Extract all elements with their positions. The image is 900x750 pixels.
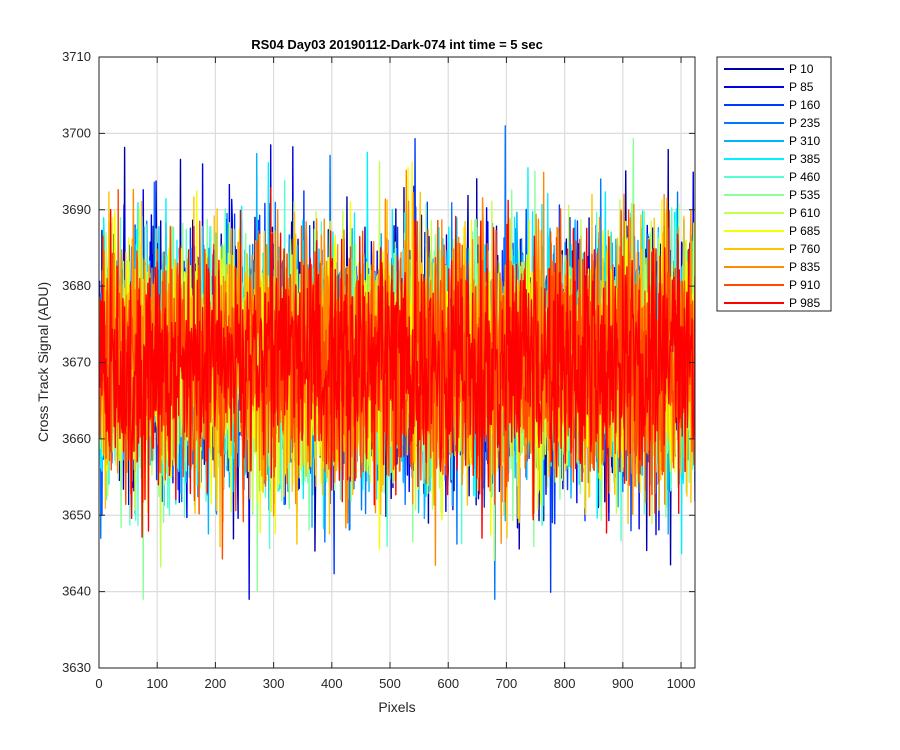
legend-label: P 535 bbox=[789, 188, 820, 202]
plot-area bbox=[99, 125, 695, 600]
x-tick-label: 1000 bbox=[667, 676, 696, 691]
x-tick-label: 0 bbox=[95, 676, 102, 691]
legend-item: P 835 bbox=[724, 260, 820, 274]
legend-item: P 460 bbox=[724, 170, 820, 184]
x-tick-label: 900 bbox=[612, 676, 634, 691]
axis-ticks bbox=[98, 56, 695, 669]
legend-item: P 235 bbox=[724, 116, 820, 130]
legend-item: P 610 bbox=[724, 206, 820, 220]
legend-label: P 235 bbox=[789, 116, 820, 130]
legend-label: P 910 bbox=[789, 278, 820, 292]
legend-label: P 835 bbox=[789, 260, 820, 274]
legend: P 10 P 85 P 160 P 235 P 310 P 385 P 460 P 535 P … bbox=[716, 56, 832, 312]
legend-label: P 10 bbox=[789, 62, 814, 76]
y-tick-label: 3700 bbox=[62, 125, 91, 140]
legend-item: P 160 bbox=[724, 98, 820, 112]
y-tick-label: 3670 bbox=[62, 355, 91, 370]
legend-item: P 535 bbox=[724, 188, 820, 202]
legend-item: P 85 bbox=[724, 80, 814, 94]
legend-item: P 310 bbox=[724, 134, 820, 148]
legend-label: P 685 bbox=[789, 224, 820, 238]
x-axis-label: Pixels bbox=[378, 699, 415, 715]
legend-item: P 985 bbox=[724, 296, 820, 310]
legend-label: P 310 bbox=[789, 134, 820, 148]
legend-label: P 385 bbox=[789, 152, 820, 166]
y-tick-label: 3630 bbox=[62, 660, 91, 675]
y-tick-label: 3660 bbox=[62, 431, 91, 446]
legend-label: P 460 bbox=[789, 170, 820, 184]
y-tick-label: 3650 bbox=[62, 507, 91, 522]
legend-label: P 85 bbox=[789, 80, 814, 94]
chart-title: RS04 Day03 20190112-Dark-074 int time = … bbox=[251, 37, 543, 52]
legend-box bbox=[716, 56, 832, 312]
y-axis-label: Cross Track Signal (ADU) bbox=[35, 282, 51, 442]
series-line-p985 bbox=[99, 187, 695, 539]
x-tick-label: 400 bbox=[321, 676, 343, 691]
legend-item: P 685 bbox=[724, 224, 820, 238]
legend-label: P 610 bbox=[789, 206, 820, 220]
y-tick-label: 3640 bbox=[62, 584, 91, 599]
axis-tick-labels: 0 100 200 300 400 500 600 700 800 900 1000 3630 3640… bbox=[62, 49, 695, 691]
x-tick-label: 600 bbox=[437, 676, 459, 691]
x-tick-label: 700 bbox=[496, 676, 518, 691]
legend-label: P 985 bbox=[789, 296, 820, 310]
legend-label: P 160 bbox=[789, 98, 820, 112]
legend-item: P 385 bbox=[724, 152, 820, 166]
x-tick-label: 100 bbox=[146, 676, 168, 691]
legend-item: P 910 bbox=[724, 278, 820, 292]
y-tick-label: 3710 bbox=[62, 49, 91, 64]
x-tick-label: 800 bbox=[554, 676, 576, 691]
x-tick-label: 500 bbox=[379, 676, 401, 691]
x-tick-label: 200 bbox=[205, 676, 227, 691]
legend-item: P 760 bbox=[724, 242, 820, 256]
legend-label: P 760 bbox=[789, 242, 820, 256]
legend-item: P 10 bbox=[724, 62, 814, 76]
x-tick-label: 300 bbox=[263, 676, 285, 691]
y-tick-label: 3680 bbox=[62, 278, 91, 293]
y-tick-label: 3690 bbox=[62, 202, 91, 217]
